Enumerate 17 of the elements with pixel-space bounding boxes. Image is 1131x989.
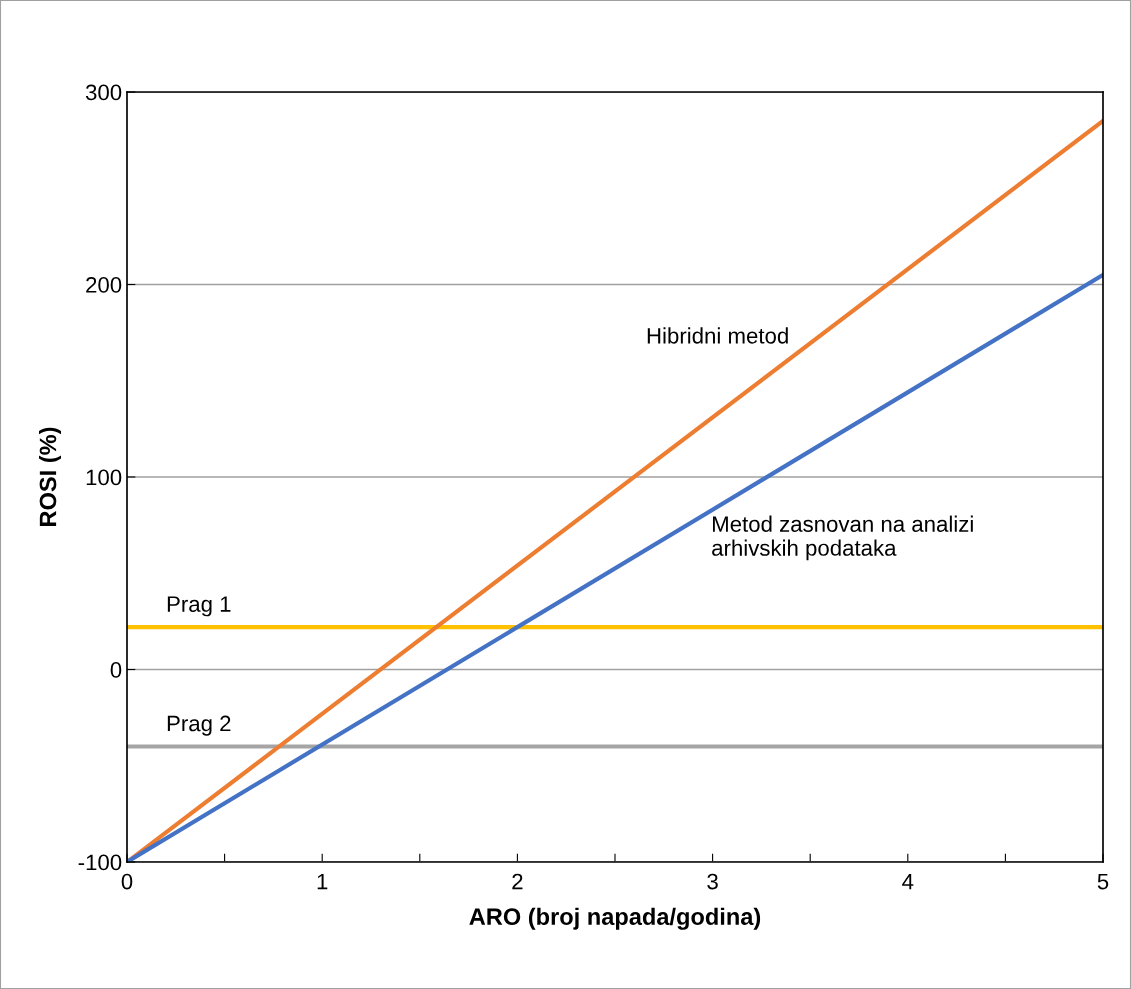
x-tick-label: 0 (121, 873, 133, 890)
series-label: Metod zasnovan na analizi arhivskih podataka (712, 515, 973, 561)
x-axis-title: ARO (broj napada/godina) (469, 907, 761, 930)
ref-line-label: Prag 1 (167, 596, 231, 617)
series-label: Hibridni metod (647, 327, 788, 344)
y-tick-label: 100 (86, 469, 122, 486)
x-tick-label: 5 (1097, 873, 1109, 890)
ref-line-label: Prag 2 (167, 715, 231, 736)
y-axis-title: ROSI (%) (38, 427, 61, 526)
y-tick-label: -100 (78, 854, 122, 871)
y-tick-label: 300 (85, 84, 122, 101)
x-tick-label: 1 (317, 873, 328, 890)
x-tick-label: 4 (902, 873, 914, 890)
x-tick-label: 2 (512, 873, 523, 890)
y-tick-label: 0 (110, 662, 122, 678)
y-tick-label: 200 (86, 277, 122, 293)
x-tick-label: 3 (707, 873, 718, 890)
